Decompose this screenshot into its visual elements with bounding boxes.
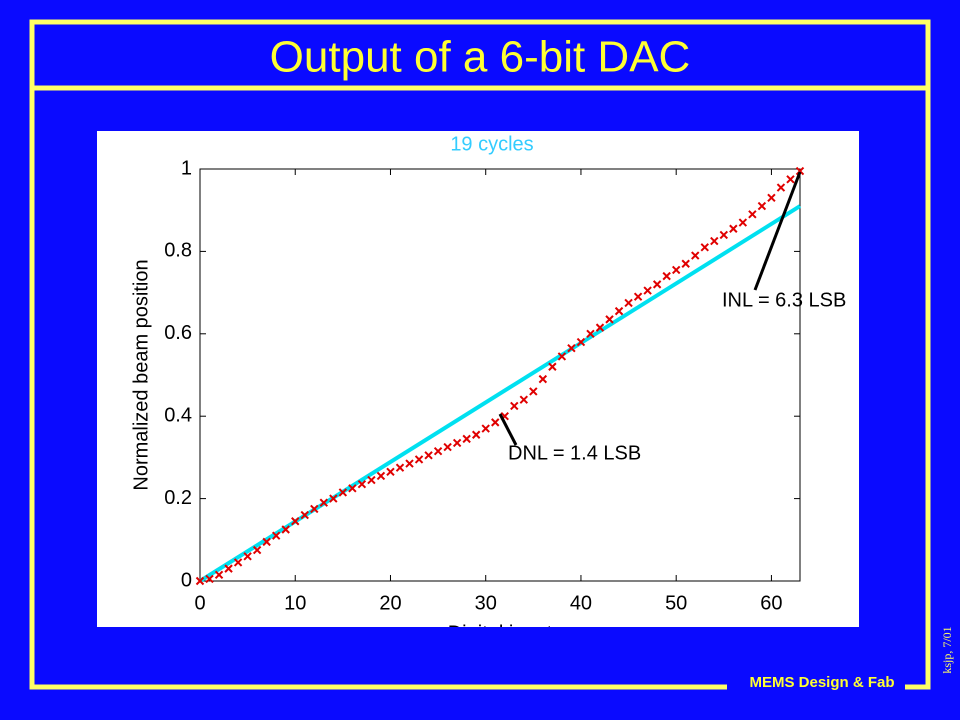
data-marker <box>224 564 233 573</box>
data-marker <box>748 210 757 219</box>
data-marker <box>405 459 414 468</box>
data-marker <box>243 552 252 561</box>
side-note: ksjp, 7/01 <box>940 626 954 673</box>
data-marker <box>376 471 386 481</box>
x-tick-label: 10 <box>284 592 306 614</box>
data-marker <box>510 401 519 411</box>
data-marker <box>205 574 214 584</box>
data-marker <box>710 236 719 246</box>
data-marker <box>681 259 690 268</box>
y-tick-label: 0.2 <box>164 487 192 509</box>
data-marker <box>214 570 224 580</box>
y-tick-label: 0.6 <box>164 322 192 344</box>
data-marker <box>633 292 643 301</box>
arrow <box>498 413 518 446</box>
data-marker <box>586 329 595 339</box>
data-marker <box>700 243 709 252</box>
y-tick-label: 0 <box>181 569 192 591</box>
data-marker <box>300 510 309 520</box>
data-marker <box>271 531 281 540</box>
data-marker <box>605 315 614 324</box>
data-marker <box>414 455 424 464</box>
x-tick-label: 0 <box>194 592 205 614</box>
data-marker <box>291 517 300 526</box>
annotation: INL = 6.3 LSB <box>722 289 846 311</box>
data-marker <box>691 251 700 260</box>
data-marker <box>538 374 548 384</box>
data-marker <box>643 286 652 295</box>
data-marker <box>367 475 376 485</box>
data-marker <box>548 362 557 371</box>
chart-background <box>97 131 859 627</box>
data-marker <box>729 224 738 233</box>
data-marker <box>471 430 481 439</box>
data-marker <box>757 201 767 211</box>
y-tick-label: 1 <box>181 157 192 179</box>
data-marker <box>529 387 538 396</box>
data-marker <box>481 424 490 433</box>
data-marker <box>567 344 576 353</box>
y-tick-label: 0.8 <box>164 240 192 262</box>
frame <box>29 19 931 690</box>
data-marker <box>433 447 443 456</box>
data-marker <box>233 558 243 567</box>
data-marker <box>252 545 262 555</box>
data-marker <box>386 467 395 477</box>
data-marker <box>462 434 471 444</box>
data-marker <box>557 352 567 361</box>
annotation: DNL = 1.4 LSB <box>508 442 641 464</box>
x-tick-label: 60 <box>760 592 782 614</box>
slide-title: Output of a 6-bit DAC <box>270 33 691 82</box>
data-marker <box>614 306 624 316</box>
data-marker <box>424 451 433 460</box>
data-marker <box>671 265 681 275</box>
data-marker <box>395 463 405 472</box>
arrow <box>753 171 802 291</box>
data-marker <box>319 498 329 507</box>
data-marker <box>262 537 271 547</box>
x-axis-label: Digital input <box>448 622 553 644</box>
data-marker <box>786 175 795 184</box>
data-marker <box>452 438 462 448</box>
data-marker <box>443 442 452 452</box>
y-axis-label: Normalized beam position <box>130 259 152 490</box>
data-marker <box>310 504 319 514</box>
data-marker <box>519 395 529 404</box>
footer: MEMS Design & Fab <box>749 674 894 691</box>
plot: 0 10 20 30 40 50 60 0 0.2 0.4 0.6 0.8 1 Digital input… <box>130 133 846 644</box>
data-marker <box>576 337 586 347</box>
data-marker <box>329 494 338 503</box>
data-marker <box>738 218 748 227</box>
data-marker <box>357 479 367 489</box>
data-marker <box>767 193 776 203</box>
data-marker <box>195 576 205 586</box>
data-marker <box>719 230 729 240</box>
data-marker <box>595 323 605 332</box>
data-marker <box>662 271 671 281</box>
data-marker <box>348 484 357 493</box>
x-tick-label: 40 <box>570 592 592 614</box>
data-marker <box>281 525 290 534</box>
y-tick-label: 0.4 <box>164 404 192 426</box>
x-tick-label: 20 <box>379 592 401 614</box>
x-tick-label: 30 <box>475 592 497 614</box>
fit-line <box>198 204 802 583</box>
data-marker <box>795 166 805 176</box>
data-marker <box>776 183 786 192</box>
axes-box <box>199 168 801 582</box>
data-marker <box>491 418 500 427</box>
annotation: 19 cycles <box>450 133 533 155</box>
x-tick-label: 50 <box>665 592 687 614</box>
data-marker <box>338 488 348 497</box>
data-marker <box>652 280 662 289</box>
data-marker <box>624 298 633 308</box>
